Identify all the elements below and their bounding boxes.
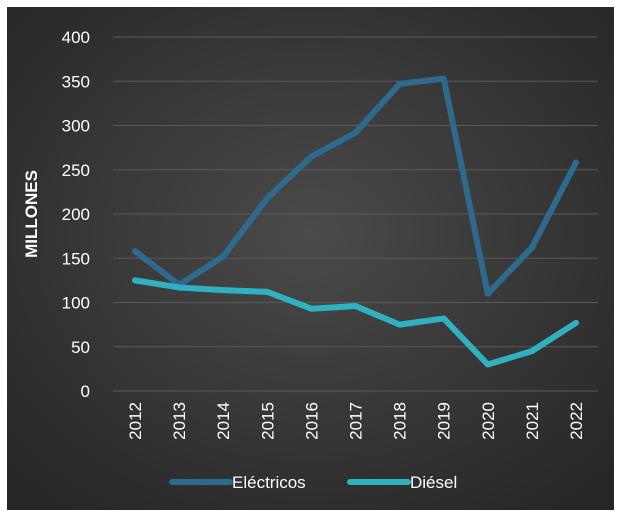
y-tick-label: 50: [71, 338, 90, 357]
legend-label: Eléctricos: [232, 473, 306, 492]
data-point: [528, 348, 535, 355]
data-point: [484, 361, 491, 368]
y-tick-label: 250: [62, 161, 90, 180]
data-point: [264, 288, 271, 295]
data-point: [572, 159, 579, 166]
legend-label: Diésel: [410, 473, 457, 492]
y-tick-label: 350: [62, 72, 90, 91]
x-tick-label: 2021: [523, 402, 542, 440]
y-tick-label: 150: [62, 249, 90, 268]
x-tick-label: 2018: [391, 402, 410, 440]
series-lines: [132, 75, 579, 368]
data-point: [220, 253, 227, 260]
gridlines: [113, 36, 598, 392]
y-tick-label: 100: [62, 294, 90, 313]
y-tick-label: 300: [62, 117, 90, 136]
data-point: [176, 284, 183, 291]
y-tick-label: 400: [62, 28, 90, 47]
data-point: [220, 287, 227, 294]
x-axis-ticks: 2012 2013 2014 2015 2016 2017 2018 2019 2020 2021…: [126, 402, 586, 440]
x-tick-label: 2020: [479, 402, 498, 440]
data-point: [572, 319, 579, 326]
data-point: [528, 244, 535, 251]
x-tick-label: 2016: [302, 402, 321, 440]
x-tick-label: 2017: [347, 402, 366, 440]
y-tick-label: 0: [81, 382, 90, 401]
data-point: [308, 153, 315, 160]
legend: Eléctricos Diésel: [169, 473, 457, 492]
data-point: [440, 75, 447, 82]
x-tick-label: 2014: [214, 402, 233, 440]
y-axis-title: MILLONES: [22, 170, 41, 258]
x-tick-label: 2015: [258, 402, 277, 440]
data-point: [308, 305, 315, 312]
data-point: [440, 315, 447, 322]
y-tick-label: 200: [62, 205, 90, 224]
y-axis-ticks: 0 50 100 150 200 250 300 350 400: [62, 28, 90, 401]
data-point: [132, 277, 139, 284]
data-point: [264, 195, 271, 202]
data-point: [396, 80, 403, 87]
x-tick-label: 2012: [126, 402, 145, 440]
x-tick-label: 2019: [435, 402, 454, 440]
data-point: [132, 248, 139, 255]
x-tick-label: 2022: [567, 402, 586, 440]
data-point: [484, 290, 491, 297]
data-point: [352, 129, 359, 136]
x-tick-label: 2013: [170, 402, 189, 440]
data-point: [352, 303, 359, 310]
data-point: [396, 321, 403, 328]
